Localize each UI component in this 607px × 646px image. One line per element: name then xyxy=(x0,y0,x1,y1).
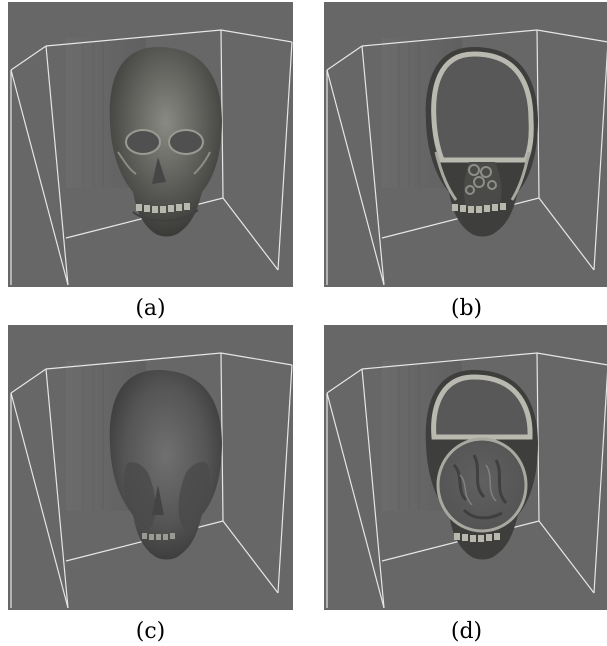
caption-a: (a) xyxy=(135,296,166,321)
panel-b-render xyxy=(324,2,607,287)
skull-render-c xyxy=(8,325,293,610)
panel-d-render xyxy=(324,325,607,610)
caption-c: (c) xyxy=(135,619,166,644)
skull-cut-interior xyxy=(425,370,538,560)
panel-c-render xyxy=(8,325,293,610)
panel-a-render xyxy=(8,2,293,287)
skull-render-a xyxy=(8,2,293,287)
caption-d: (d) xyxy=(450,619,483,644)
skull-soft-tissue xyxy=(109,370,222,560)
skull-cut-coronal xyxy=(425,47,538,237)
bounding-box xyxy=(10,29,293,286)
skull-opaque xyxy=(109,47,222,237)
bounding-box xyxy=(10,352,293,609)
caption-b: (b) xyxy=(450,296,483,321)
skull-render-b xyxy=(324,2,607,287)
skull-render-d xyxy=(324,325,607,610)
